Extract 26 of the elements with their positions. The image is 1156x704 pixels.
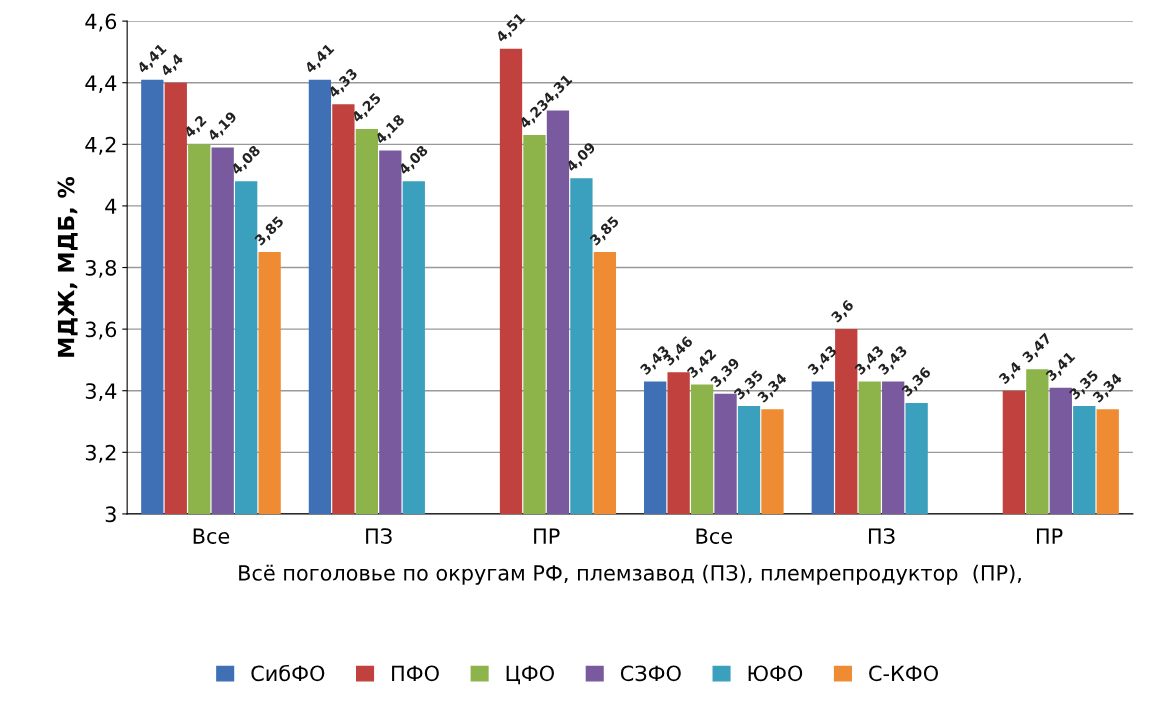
y-tick-label: 3,2 [85,444,116,463]
x-tick-label: ПЗ [868,528,895,544]
y-tick-label: 4,4 [85,75,117,94]
y-tick-label: 4 [105,198,117,214]
data-label: 4,2 [183,114,209,140]
y-tick-label: 4,2 [85,136,116,155]
x-tick-label: Все [193,528,230,544]
y-tick-label: 4,6 [85,13,117,32]
y-tick-label: 3,8 [85,259,117,278]
x-tick-label: ПР [534,528,560,544]
y-tick-label: 3,6 [85,321,117,340]
legend-label: СибФО [251,664,325,682]
data-label: 3,6 [830,299,856,325]
x-tick-label: ПР [1037,528,1063,544]
legend-label: ПФО [392,665,439,682]
x-tick-label: Все [696,528,732,544]
legend-label: С-КФО [869,665,938,682]
y-tick-label: 3 [105,506,116,523]
legend-label: СЗФО [620,665,681,682]
y-axis-title: МДЖ, МДБ, % [57,176,78,357]
y-tick-label: 3,4 [85,383,117,402]
x-axis-title: Всё поголовье по округам РФ, племзавод (ПЗ), племрепродуктор (ПР), [239,564,1021,585]
data-label: 3,4 [998,360,1024,386]
legend-label: ЦФО [506,665,554,685]
legend-label: ЮФО [748,665,803,682]
x-tick-label: ПЗ [366,528,392,544]
